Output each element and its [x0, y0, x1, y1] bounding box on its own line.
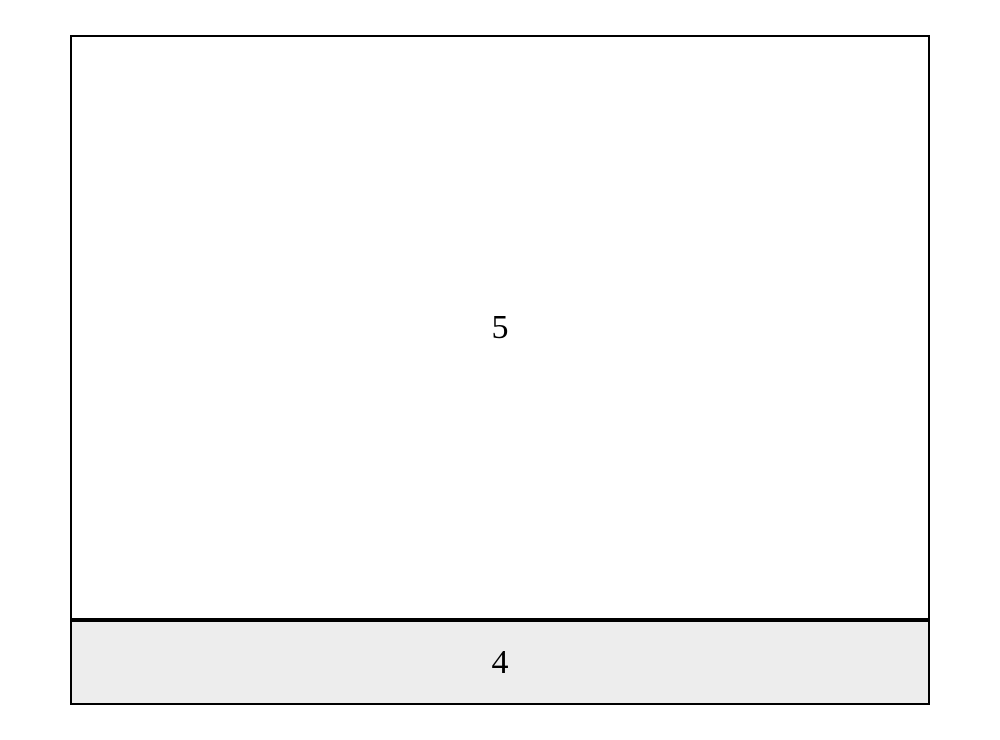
region-5-label: 5 — [492, 311, 509, 345]
region-4: 4 — [70, 620, 930, 705]
diagram-container: 5 4 — [70, 35, 930, 705]
region-5: 5 — [70, 35, 930, 620]
region-4-label: 4 — [492, 646, 509, 680]
